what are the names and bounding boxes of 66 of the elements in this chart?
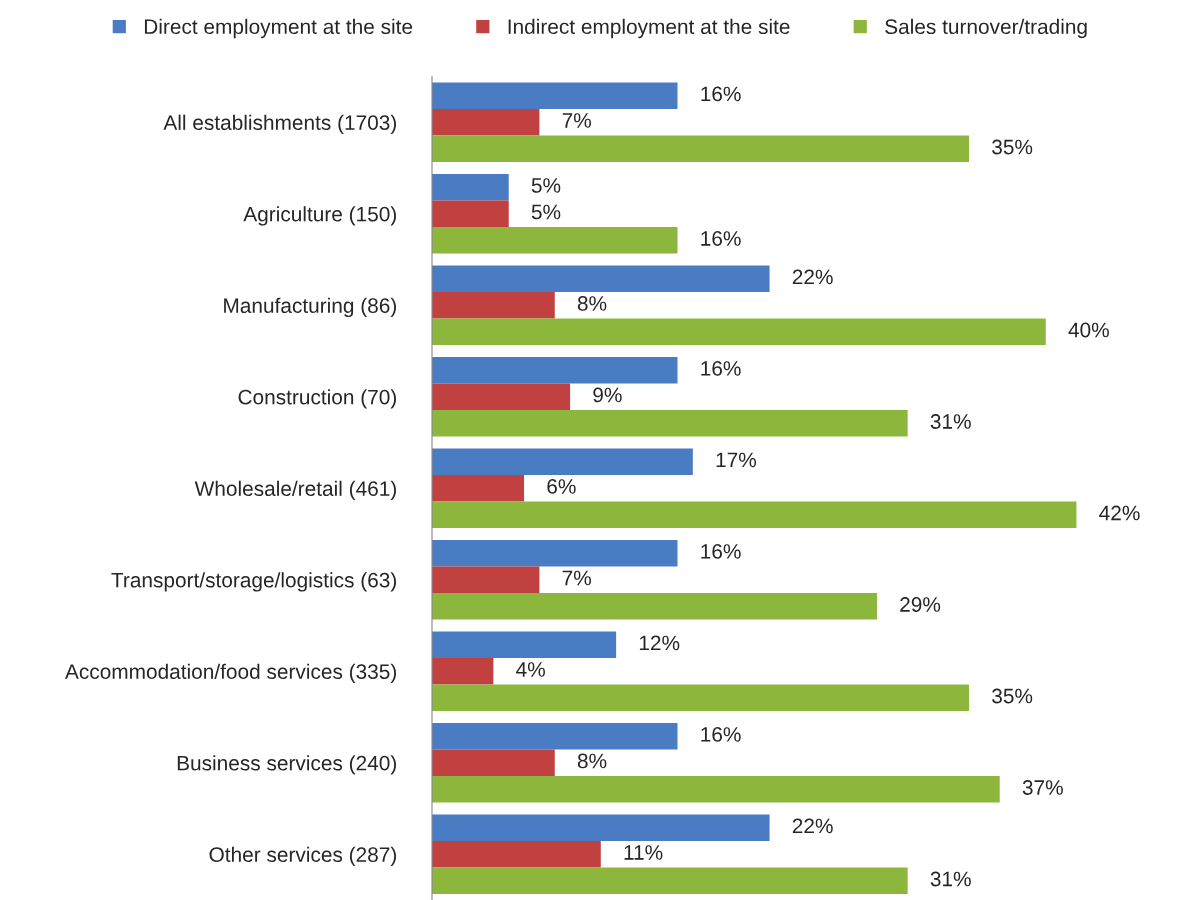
- bar: [432, 657, 494, 685]
- bar: [432, 200, 509, 228]
- bar: [432, 135, 970, 163]
- data-label: 5%: [531, 178, 561, 193]
- bar: [432, 173, 509, 201]
- bar: [432, 722, 678, 750]
- legend-label: Direct employment at the site: [144, 18, 413, 39]
- data-label: 37%: [1022, 780, 1063, 795]
- bar: [432, 356, 678, 384]
- y-tick-label: Transport/storage/logistics (63): [111, 572, 397, 592]
- bar: [432, 227, 678, 254]
- data-label: 12%: [639, 635, 680, 651]
- data-label: 31%: [930, 871, 971, 887]
- data-label: 7%: [562, 113, 591, 128]
- data-label: 35%: [992, 688, 1033, 704]
- data-label: 16%: [701, 727, 741, 742]
- y-tick-label: Wholesale/retail (461): [194, 480, 396, 501]
- data-label: 22%: [792, 818, 833, 834]
- data-label: 16%: [701, 231, 741, 246]
- y-tick-label: All establishments (1703): [163, 114, 396, 135]
- legend-label: Indirect employment at the site: [508, 18, 790, 39]
- bar: [432, 108, 540, 136]
- data-label: 8%: [577, 753, 607, 769]
- bar: [432, 593, 877, 620]
- bar: [432, 318, 1046, 346]
- bar: [432, 814, 770, 841]
- y-tick-label: Accommodation/food services (335): [65, 663, 397, 684]
- y-tick-label: Construction (70): [238, 389, 396, 409]
- data-label: 6%: [547, 479, 576, 494]
- data-label: 16%: [701, 361, 741, 376]
- bar: [432, 867, 908, 895]
- bar: [432, 631, 617, 658]
- bar: [432, 566, 540, 594]
- bar: [432, 501, 1077, 529]
- data-label: 31%: [930, 414, 971, 429]
- bar: [432, 410, 908, 437]
- bar: [432, 776, 1000, 803]
- bar: [432, 539, 678, 567]
- bar: [432, 474, 525, 502]
- data-label: 9%: [593, 387, 622, 403]
- data-label: 40%: [1068, 322, 1109, 338]
- data-label: 16%: [701, 544, 741, 559]
- y-tick-label: Agriculture (150): [243, 206, 396, 226]
- data-label: 29%: [900, 597, 941, 612]
- data-label: 22%: [792, 269, 833, 285]
- bar: [432, 840, 601, 868]
- bar: [432, 291, 555, 319]
- data-label: 35%: [992, 139, 1033, 155]
- data-label: 17%: [716, 452, 757, 468]
- data-label: 42%: [1099, 505, 1140, 521]
- data-label: 4%: [516, 662, 545, 677]
- data-label: 16%: [701, 86, 741, 102]
- data-label: 7%: [562, 570, 591, 586]
- bar: [432, 749, 555, 777]
- bar: [432, 684, 970, 712]
- data-label: 11%: [624, 845, 663, 860]
- y-tick-label: Business services (240): [177, 755, 396, 775]
- bar: [432, 448, 693, 475]
- bar: [432, 265, 770, 292]
- y-tick-label: Manufacturing (86): [224, 297, 396, 318]
- legend-label: Sales turnover/trading: [885, 18, 1087, 39]
- y-tick-label: Other services (287): [209, 846, 396, 867]
- data-label: 5%: [531, 204, 561, 220]
- bar: [432, 383, 571, 411]
- data-label: 8%: [577, 296, 607, 311]
- bar: [432, 82, 678, 109]
